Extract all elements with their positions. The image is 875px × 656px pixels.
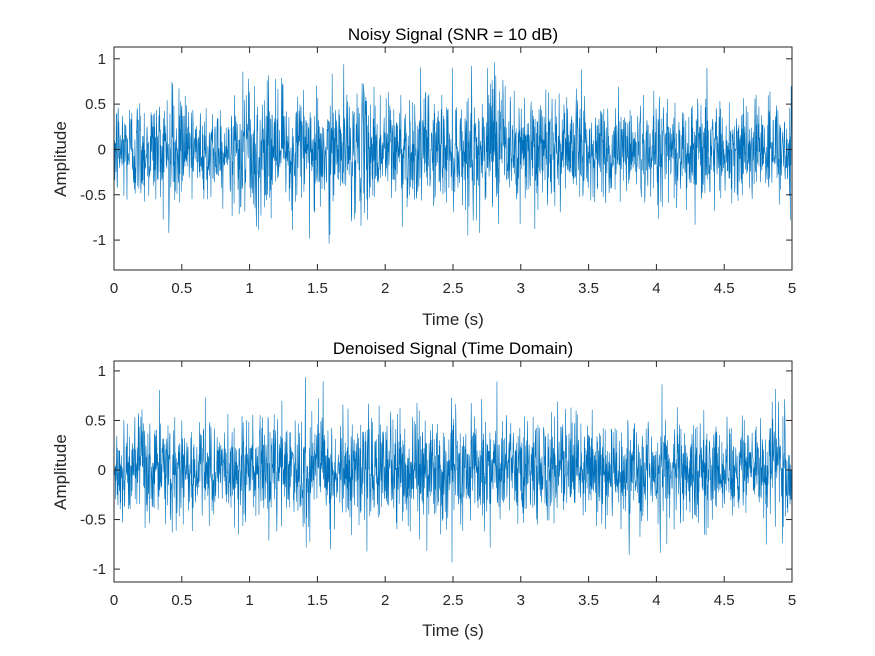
x-tick-label: 4 xyxy=(652,280,660,297)
x-tick-label: 5 xyxy=(788,280,796,297)
subplot-denoised: 0 0.5 1 1.5 2 2.5 3 3.5 4 4.5 5 -1 -0.5 0 0.5 1 Denoise… xyxy=(51,339,796,640)
y-tick-label: -1 xyxy=(93,561,106,578)
y-tick-label: 1 xyxy=(98,363,106,380)
x-tick-label: 2.5 xyxy=(443,280,464,297)
x-tick-label: 3 xyxy=(517,592,525,609)
signal-line xyxy=(113,62,793,244)
x-tick-label: 1 xyxy=(245,592,253,609)
signal-trace-denoised xyxy=(113,376,793,563)
subplot-noisy: 0 0.5 1 1.5 2 2.5 3 3.5 4 4.5 5 -1 -0.5 0 0.5 1 Noisy S… xyxy=(51,25,796,329)
y-tick-label: -0.5 xyxy=(80,512,106,529)
x-tick-label: 1 xyxy=(245,280,253,297)
ticks-noisy: 0 0.5 1 1.5 2 2.5 3 3.5 4 4.5 5 -1 -0.5 0 0.5 1 xyxy=(80,47,796,297)
x-tick-label: 2 xyxy=(381,280,389,297)
x-tick-label: 4 xyxy=(652,592,660,609)
y-tick-label: -1 xyxy=(93,232,106,249)
y-tick-label: 0 xyxy=(98,141,106,158)
ticks-denoised: 0 0.5 1 1.5 2 2.5 3 3.5 4 4.5 5 -1 -0.5 0 0.5 1 xyxy=(80,361,796,609)
x-tick-label: 0 xyxy=(110,280,118,297)
y-axis-label-denoised: Amplitude xyxy=(51,434,70,510)
y-tick-label: -0.5 xyxy=(80,187,106,204)
x-tick-label: 4.5 xyxy=(714,592,735,609)
x-axis-label-denoised: Time (s) xyxy=(422,621,484,640)
x-tick-label: 2.5 xyxy=(443,592,464,609)
x-tick-label: 4.5 xyxy=(714,280,735,297)
y-tick-label: 0.5 xyxy=(85,96,106,113)
x-tick-label: 3 xyxy=(517,280,525,297)
x-tick-label: 1.5 xyxy=(307,592,328,609)
x-tick-label: 3.5 xyxy=(578,280,599,297)
x-tick-label: 0.5 xyxy=(171,592,192,609)
y-tick-label: 0 xyxy=(98,462,106,479)
signal-trace-noisy xyxy=(113,62,793,244)
x-tick-label: 0.5 xyxy=(171,280,192,297)
x-tick-label: 2 xyxy=(381,592,389,609)
x-axis-label-noisy: Time (s) xyxy=(422,310,484,329)
signal-line xyxy=(113,376,793,563)
x-tick-label: 5 xyxy=(788,592,796,609)
plot-title-denoised: Denoised Signal (Time Domain) xyxy=(333,339,573,358)
y-axis-label-noisy: Amplitude xyxy=(51,121,70,197)
plot-title-noisy: Noisy Signal (SNR = 10 dB) xyxy=(348,25,558,44)
x-tick-label: 3.5 xyxy=(578,592,599,609)
y-tick-label: 0.5 xyxy=(85,412,106,429)
x-tick-label: 1.5 xyxy=(307,280,328,297)
x-tick-label: 0 xyxy=(110,592,118,609)
y-tick-label: 1 xyxy=(98,51,106,68)
